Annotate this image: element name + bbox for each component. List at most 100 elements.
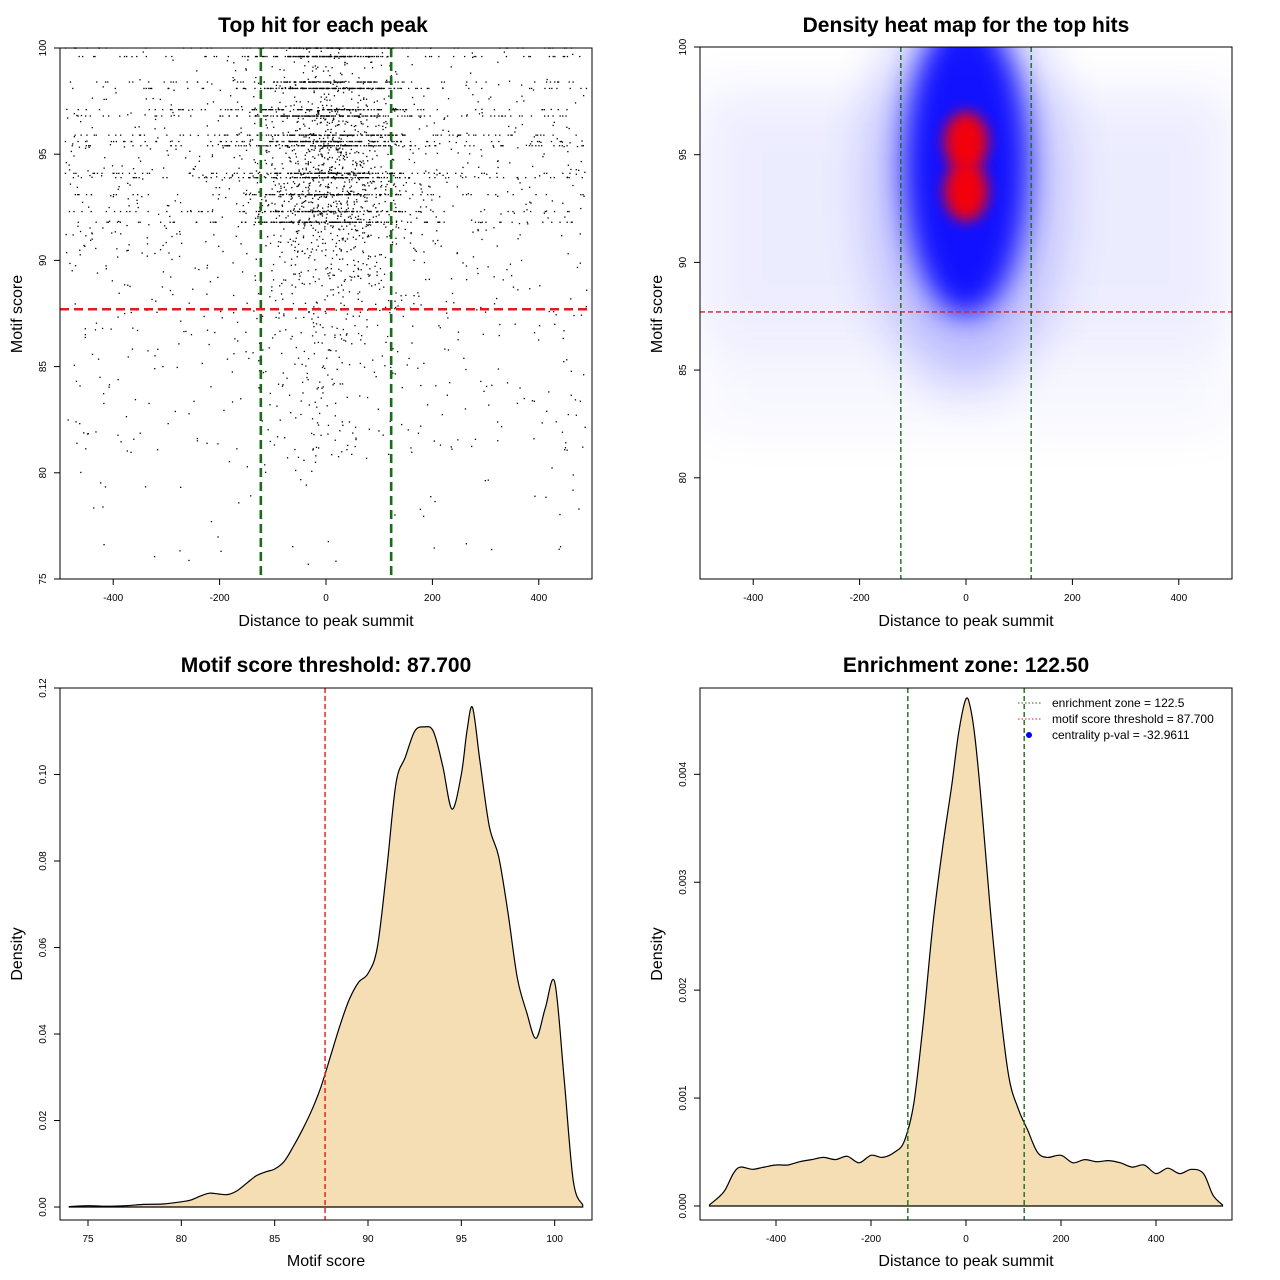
scatter-point <box>396 177 399 179</box>
scatter-point <box>423 172 425 174</box>
scatter-point <box>383 140 385 143</box>
scatter-point <box>311 318 313 320</box>
scatter-point <box>497 61 499 63</box>
scatter-point <box>459 134 462 136</box>
scatter-point <box>91 127 93 129</box>
scatter-point <box>292 209 295 211</box>
scatter-point <box>432 134 434 136</box>
scatter-point <box>475 134 477 136</box>
scatter-point <box>265 370 267 373</box>
scatter-point <box>251 139 254 141</box>
scatter-point <box>297 140 299 143</box>
scatter-point <box>117 316 119 318</box>
scatter-point <box>324 145 327 147</box>
scatter-point <box>275 87 278 90</box>
scatter-point <box>102 506 104 508</box>
scatter-point <box>198 210 200 213</box>
scatter-point <box>305 177 307 179</box>
scatter-point <box>157 213 160 215</box>
scatter-point <box>439 221 441 223</box>
scatter-point <box>282 92 284 94</box>
scatter-point <box>320 213 322 215</box>
scatter-point <box>345 86 348 89</box>
scatter-point <box>322 81 324 83</box>
scatter-point <box>550 177 552 179</box>
scatter-point <box>280 293 283 295</box>
scatter-point <box>126 224 128 227</box>
scatter-point <box>332 384 334 386</box>
scatter-point <box>356 218 359 221</box>
scatter-point <box>357 275 360 278</box>
scatter-point <box>354 229 357 231</box>
scatter-point <box>363 87 365 90</box>
scatter-point <box>295 100 298 103</box>
scatter-point <box>168 252 170 254</box>
scatter-point <box>157 348 159 350</box>
scatter-point <box>114 87 116 90</box>
scatter-point <box>69 81 72 83</box>
scatter-point <box>540 134 542 136</box>
scatter-point <box>493 109 495 111</box>
scatter-point <box>84 328 86 330</box>
scatter-point <box>180 145 182 147</box>
scatter-point <box>396 73 398 75</box>
scatter-point <box>318 221 320 223</box>
scatter-point <box>325 210 328 213</box>
scatter-point <box>312 179 314 181</box>
scatter-point <box>100 482 102 484</box>
scatter-point <box>66 252 68 254</box>
scatter-point <box>308 81 310 83</box>
scatter-point <box>104 157 106 159</box>
scatter-point <box>392 372 394 374</box>
scatter-point <box>160 221 162 223</box>
scatter-point <box>303 123 305 125</box>
x-tick-label: 85 <box>269 1234 281 1245</box>
scatter-point <box>90 210 92 213</box>
scatter-point <box>272 210 275 213</box>
scatter-point <box>172 293 174 296</box>
scatter-point <box>515 127 517 129</box>
scatter-point <box>295 162 297 164</box>
scatter-point <box>223 177 226 179</box>
scatter-point <box>255 170 258 172</box>
scatter-point <box>300 400 302 402</box>
scatter-point <box>302 210 304 213</box>
scatter-point <box>337 209 340 212</box>
scatter-point <box>91 238 93 240</box>
scatter-point <box>337 109 339 111</box>
scatter-point <box>273 234 275 236</box>
scatter-point <box>317 210 319 212</box>
scatter-point <box>340 221 342 223</box>
scatter-point <box>295 156 298 158</box>
scatter-point <box>241 221 243 223</box>
scatter-point <box>267 115 269 117</box>
scatter-point <box>314 119 316 122</box>
scatter-point <box>214 134 216 136</box>
scatter-point <box>500 221 502 223</box>
scatter-point <box>315 194 317 196</box>
scatter-point <box>307 194 309 196</box>
scatter-point <box>469 145 471 147</box>
scatter-point <box>362 213 365 216</box>
scatter-point <box>301 109 303 111</box>
scatter-point <box>274 90 276 92</box>
scatter-point <box>342 190 344 192</box>
scatter-point <box>435 145 437 147</box>
scatter-point <box>447 349 450 351</box>
scatter-point <box>391 158 393 161</box>
scatter-point <box>267 145 269 147</box>
scatter-point <box>342 424 344 426</box>
scatter-point <box>399 177 401 179</box>
scatter-point <box>296 177 298 179</box>
scatter-point <box>423 221 426 223</box>
scatter-point <box>256 182 259 184</box>
scatter-point <box>294 363 296 365</box>
scatter-point <box>357 115 359 117</box>
scatter-point <box>332 294 334 296</box>
scatter-point <box>457 331 460 333</box>
scatter-point <box>308 257 310 259</box>
scatter-point <box>106 221 108 223</box>
scatter-point <box>263 176 266 178</box>
scatter-point <box>352 177 354 179</box>
scatter-point <box>461 115 463 117</box>
